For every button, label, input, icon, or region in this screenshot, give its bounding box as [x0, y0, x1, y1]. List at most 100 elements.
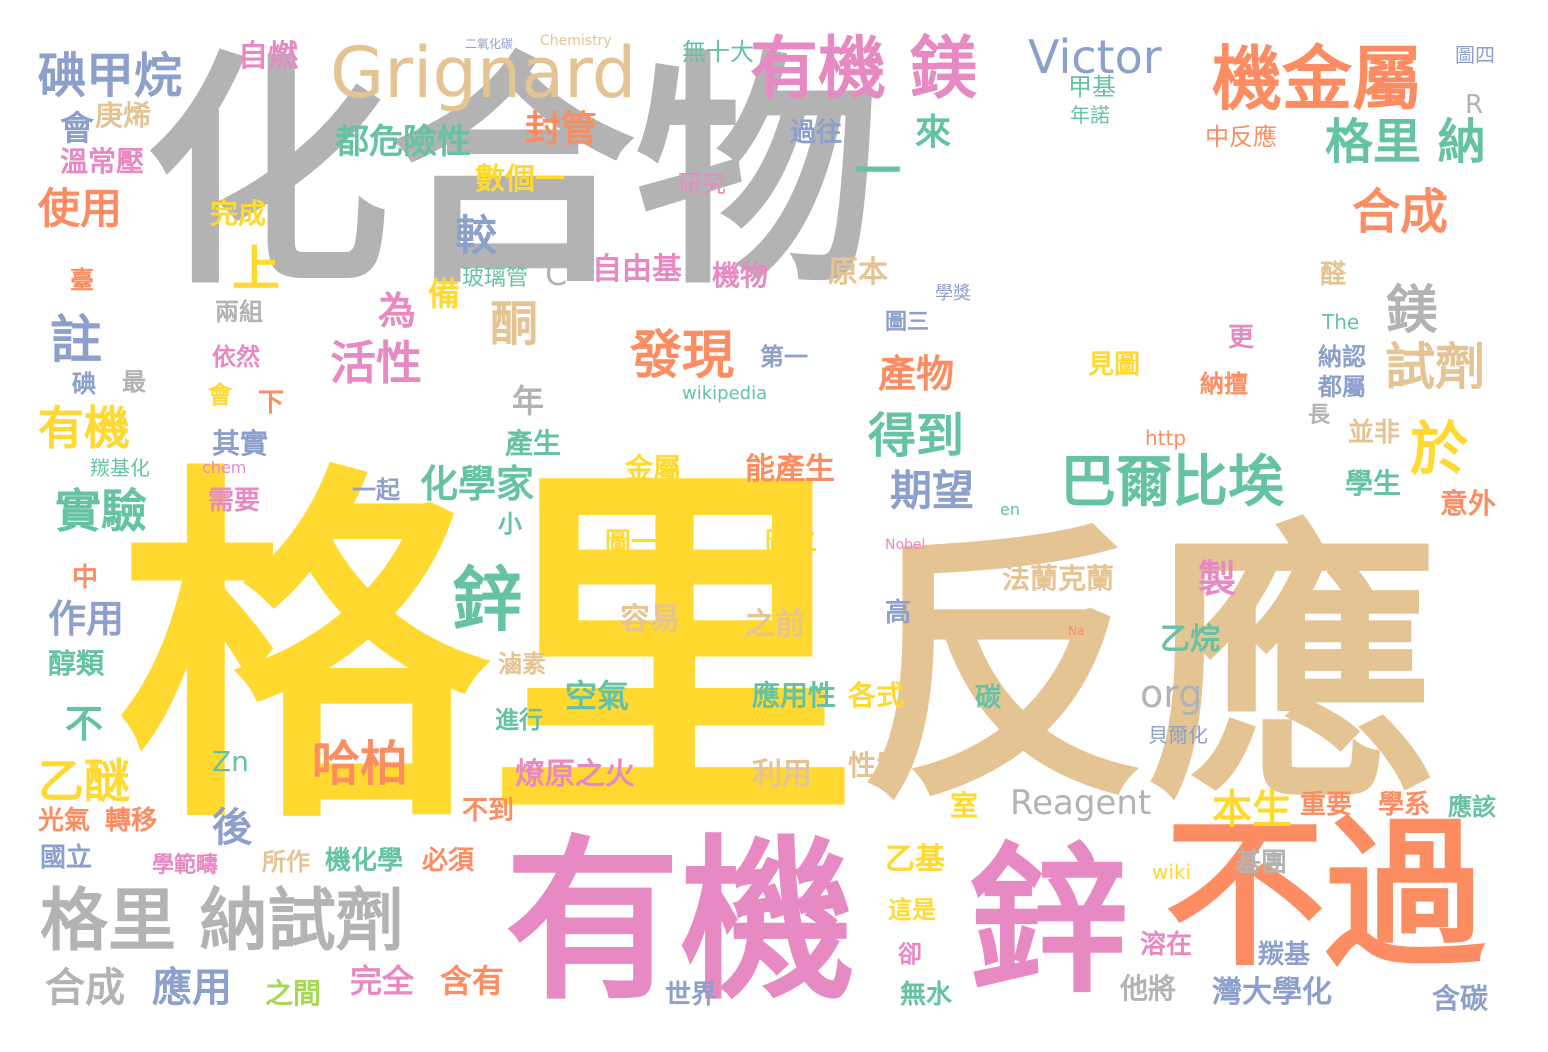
word: 甲基	[1068, 73, 1116, 101]
word: 羰基	[1258, 940, 1311, 970]
word: 含有	[440, 962, 505, 1000]
word: 有機	[505, 821, 855, 1024]
word: 乙基	[885, 842, 945, 877]
word: 巴爾比埃	[1060, 450, 1284, 515]
word: 圖三	[885, 310, 930, 335]
word: 註	[50, 311, 103, 371]
word: 格里	[118, 438, 858, 868]
word: 燎原之火	[515, 757, 635, 792]
word: 期望	[890, 466, 975, 515]
word: 室	[950, 789, 979, 822]
word: 二氧化碳	[465, 37, 514, 51]
word: 後	[212, 805, 252, 851]
word: 應用性	[752, 679, 837, 712]
word: 圖一	[605, 528, 658, 558]
word: C	[545, 255, 568, 293]
word: 乙醚	[38, 754, 130, 808]
word: 能產生	[745, 452, 835, 487]
word: 有機	[38, 401, 130, 455]
word: 貝爾化	[1148, 723, 1208, 747]
word: 作用	[48, 597, 125, 641]
word: 數個一	[475, 162, 565, 197]
word: Na	[1068, 624, 1085, 638]
word: Victor	[1028, 30, 1162, 84]
word: 見圖	[1088, 350, 1141, 380]
word: 機化學	[325, 846, 404, 876]
word: 較	[455, 211, 498, 260]
word: en	[1000, 500, 1020, 519]
word: org	[1140, 672, 1203, 716]
word: 上	[232, 241, 281, 297]
word: 完成	[210, 197, 267, 230]
word: 不到	[462, 796, 515, 826]
word: http	[1145, 426, 1187, 450]
word: 發現	[630, 326, 735, 386]
word: 所作	[262, 848, 310, 876]
word: 圖二	[765, 528, 818, 558]
word: 各式	[848, 679, 905, 712]
word: 產物	[878, 352, 955, 396]
word: Reagent	[1010, 783, 1152, 823]
word: 世界	[665, 980, 718, 1010]
word: 機物	[712, 259, 769, 292]
word: wikipedia	[682, 383, 768, 404]
word: 得到	[868, 408, 965, 464]
word: 使用	[38, 184, 123, 233]
word: 無十大	[682, 38, 754, 66]
word: 納認	[1318, 343, 1366, 371]
word: 圖四	[1455, 43, 1495, 67]
word: 容易	[620, 602, 680, 637]
word: chem	[202, 458, 247, 477]
word: 納擅	[1200, 370, 1248, 398]
word: 應用	[152, 965, 232, 1011]
word: 於	[1410, 415, 1469, 483]
word: 實驗	[55, 484, 147, 538]
word: 空氣	[565, 677, 630, 715]
word: 其實	[212, 427, 269, 460]
word: 進行	[495, 706, 543, 734]
word: 不	[65, 702, 104, 746]
word: 原本	[828, 255, 888, 290]
word: 法蘭克蘭	[1002, 562, 1115, 595]
word: 格里 納	[1325, 114, 1486, 170]
word: 合成	[1352, 184, 1449, 240]
word: 合成	[45, 965, 125, 1011]
word: 格里 納試劑	[40, 882, 404, 961]
word: 利用	[752, 757, 812, 792]
word: 學獎	[935, 283, 971, 304]
word: Grignard	[330, 32, 637, 114]
word: 下	[258, 388, 285, 418]
word: 溫常壓	[60, 145, 145, 178]
word: 完全	[350, 962, 415, 1000]
word: wiki	[1152, 860, 1192, 884]
word: Chemistry	[540, 33, 612, 49]
word: 都危險性	[335, 122, 471, 162]
word: 碘	[72, 370, 96, 398]
word: 卻	[898, 940, 922, 968]
word: 活性	[330, 336, 422, 390]
word: 學生	[1345, 467, 1402, 500]
word: 備	[428, 275, 461, 313]
word: 鎂	[1386, 281, 1439, 341]
word: 一	[855, 144, 901, 198]
word: 自由基	[592, 252, 682, 287]
word: 來	[915, 112, 952, 153]
word: 依然	[212, 343, 260, 371]
word: 反應	[858, 501, 1438, 838]
word: 長	[1308, 403, 1331, 428]
word: 乙烷	[1160, 622, 1220, 657]
word: 鋅	[452, 559, 522, 641]
word: 含碳	[1432, 982, 1489, 1015]
word: 並非	[1348, 418, 1401, 448]
word: 年	[512, 382, 545, 420]
word: 過往	[790, 118, 843, 148]
word: 鋅	[968, 828, 1129, 1015]
word: 學範疇	[152, 853, 219, 878]
word: 兩組	[215, 298, 263, 326]
word: 年諾	[1070, 103, 1110, 127]
word: 無水	[900, 980, 953, 1010]
word: 之前	[745, 607, 805, 642]
word: Zn	[212, 745, 249, 778]
word: 溶在	[1140, 930, 1193, 960]
